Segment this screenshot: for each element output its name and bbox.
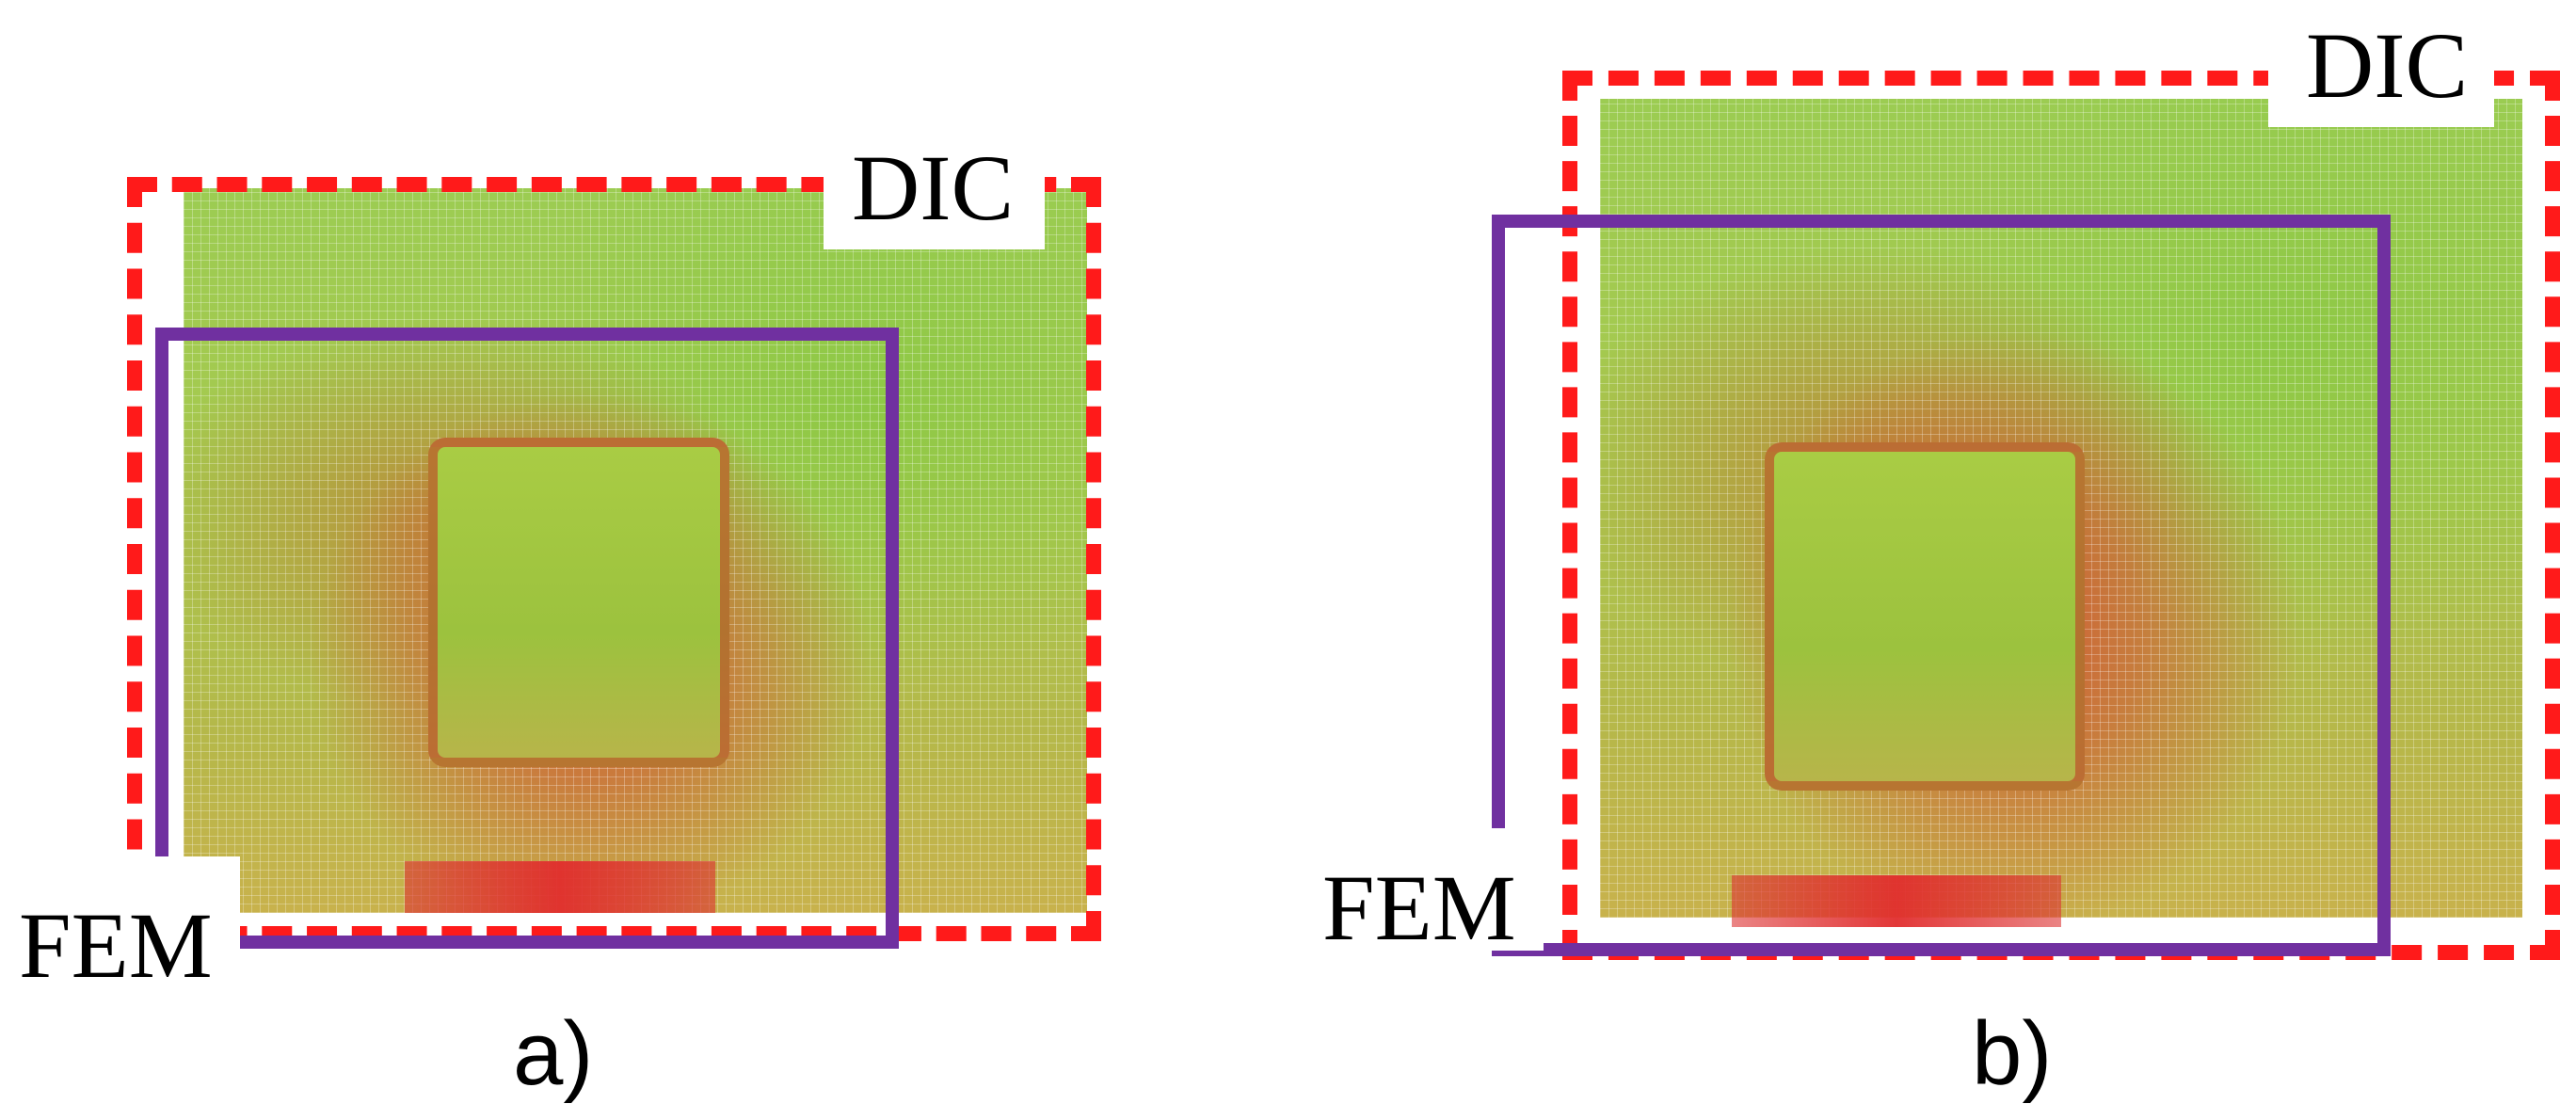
dic-region-b [1562, 71, 2560, 960]
dic-label-bg-a [824, 132, 1045, 249]
hot-band-a [405, 861, 715, 913]
dic-label-a: DIC [852, 136, 1015, 240]
dic-label-bg-b [2268, 9, 2494, 127]
fem-label-bg-b [1308, 828, 1544, 951]
dic-label-b: DIC [2306, 13, 2469, 118]
chip-outline-a [428, 438, 729, 767]
fem-region-b [1492, 215, 2391, 956]
caption-a: a) [513, 1003, 594, 1104]
fem-region-a [155, 328, 899, 949]
hot-band-b [1732, 875, 2061, 927]
fem-label-bg-a [0, 856, 240, 979]
caption-b: b) [1972, 1003, 2053, 1104]
fem-label-b: FEM [1322, 856, 1516, 960]
chip-outline-b [1765, 442, 2085, 791]
fem-label-a: FEM [19, 893, 213, 998]
